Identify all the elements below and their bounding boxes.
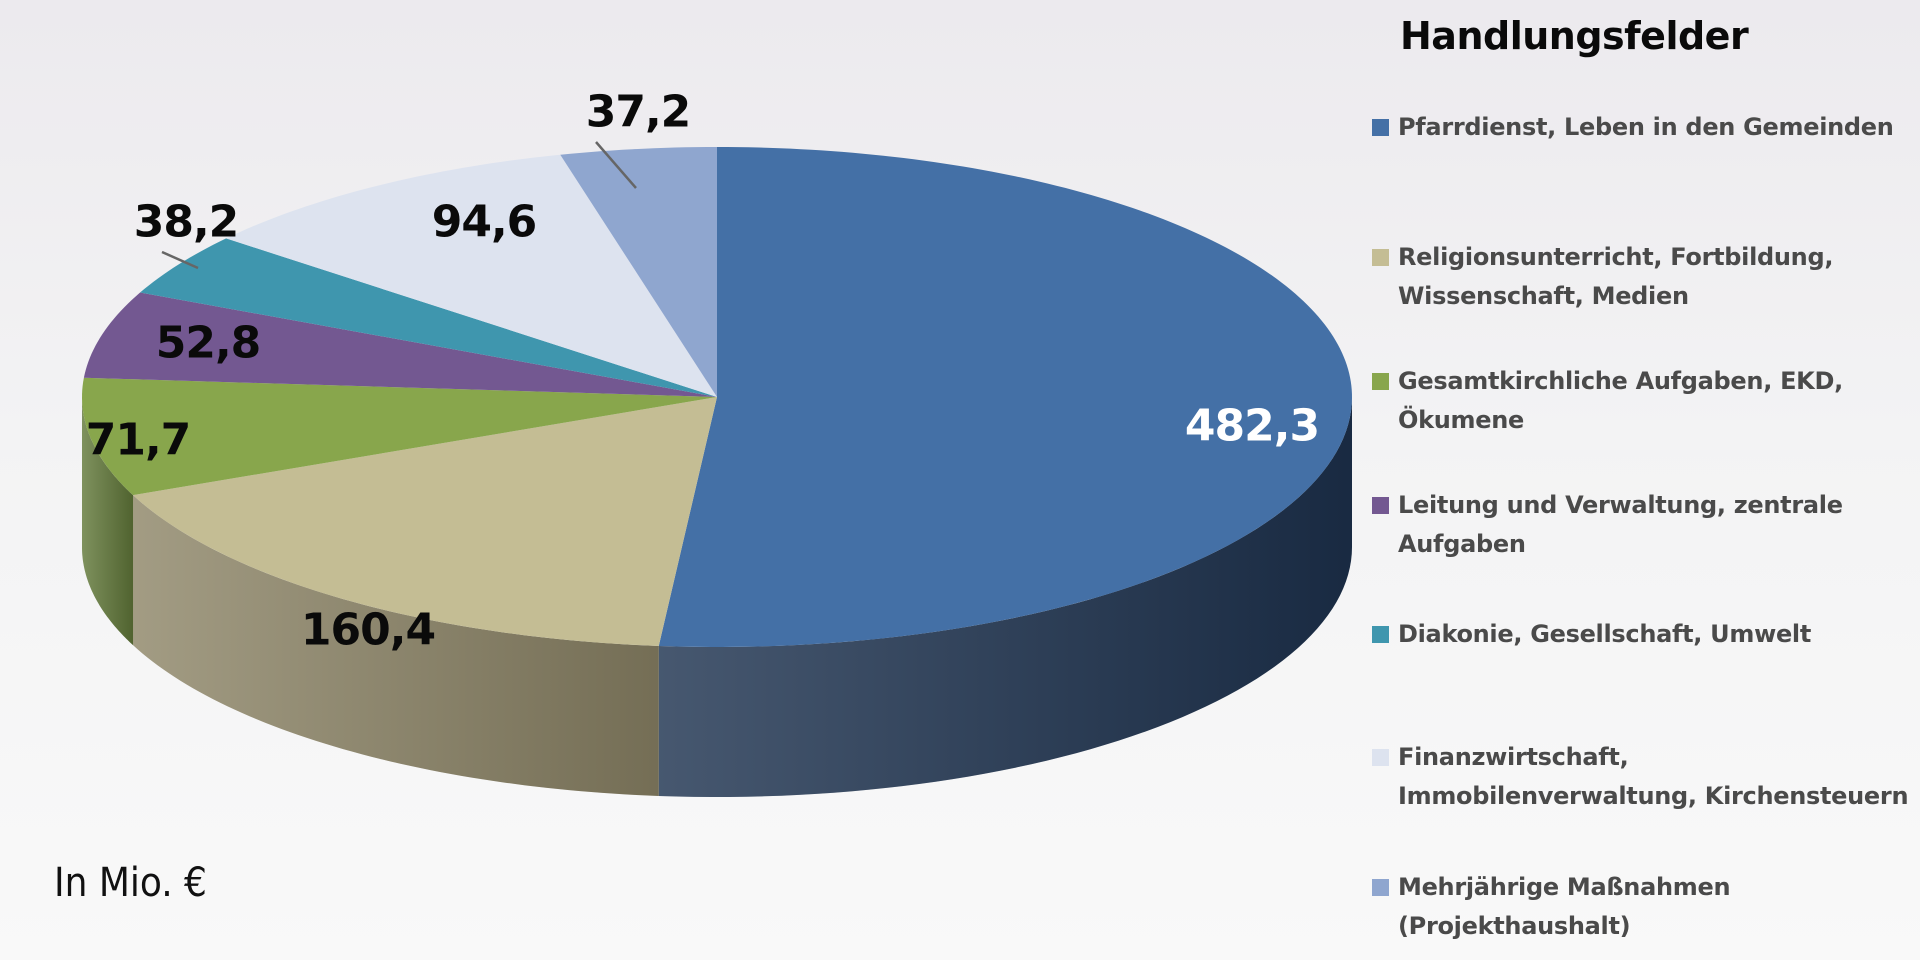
leader-line [595,141,637,189]
leader-line [161,250,199,270]
data-label-1: 482,3 [1184,400,1320,452]
legend-label-line: Diakonie, Gesellschaft, Umwelt [1398,620,1812,648]
pie-side-2 [133,495,659,796]
pie-side-1 [658,397,1352,797]
legend-item-3: Gesamtkirchliche Aufgaben, EKD, Ökumene [1372,362,1843,440]
pie-slices [82,147,1352,647]
pie-slice-3[interactable] [82,377,717,496]
legend-swatch-icon [1372,119,1389,136]
legend-label: Pfarrdienst, Leben in den Gemeinden [1398,108,1894,147]
legend-label-line: Immobilenverwaltung, Kirchensteuern [1398,782,1909,810]
legend-label: Mehrjährige Maßnahmen (Projekthaushalt) [1398,868,1731,946]
data-label-3: 71,7 [85,414,192,466]
legend-label-line: Pfarrdienst, Leben in den Gemeinden [1398,113,1894,141]
pie-side-3 [82,397,134,646]
data-label-6: 94,6 [431,196,538,248]
legend-swatch-icon [1372,249,1389,266]
legend-swatch-icon [1372,626,1389,643]
legend-label-line: Mehrjährige Maßnahmen [1398,873,1731,901]
pie-slice-2[interactable] [133,397,718,646]
leader-lines [161,141,637,270]
legend-swatch-icon [1372,497,1389,514]
legend-label-line: Aufgaben [1398,530,1526,558]
pie-slice-5[interactable] [140,238,718,397]
legend-item-1: Pfarrdienst, Leben in den Gemeinden [1372,108,1894,147]
legend-label-line: Finanzwirtschaft, [1398,743,1629,771]
data-label-5: 38,2 [133,196,240,248]
legend-swatch-icon [1372,879,1389,896]
pie-slice-6[interactable] [226,154,717,397]
legend-label-line: (Projekthaushalt) [1398,912,1631,940]
pie-slice-1[interactable] [658,147,1352,647]
legend-label: Leitung und Verwaltung, zentrale Aufgaben [1398,486,1843,564]
pie-slice-7[interactable] [560,147,717,397]
pie-side-walls [82,397,1352,797]
legend-item-7: Mehrjährige Maßnahmen (Projekthaushalt) [1372,868,1731,946]
data-label-4: 52,8 [155,317,262,369]
legend-swatch-icon [1372,373,1389,390]
legend-item-6: Finanzwirtschaft, Immobilenverwaltung, Ki… [1372,738,1909,816]
data-label-2: 160,4 [300,604,436,656]
legend-label: Finanzwirtschaft, Immobilenverwaltung, Ki… [1398,738,1909,816]
legend-label-line: Wissenschaft, Medien [1398,282,1689,310]
legend-label: Gesamtkirchliche Aufgaben, EKD, Ökumene [1398,362,1843,440]
legend-swatch-icon [1372,749,1389,766]
legend-label-line: Ökumene [1398,406,1524,434]
legend-item-4: Leitung und Verwaltung, zentrale Aufgaben [1372,486,1843,564]
unit-note: In Mio. € [54,860,207,906]
data-label-7: 37,2 [585,86,692,138]
legend-item-5: Diakonie, Gesellschaft, Umwelt [1372,615,1811,654]
legend-title: Handlungsfelder [1400,14,1749,58]
legend-label: Diakonie, Gesellschaft, Umwelt [1398,615,1811,654]
legend-label-line: Gesamtkirchliche Aufgaben, EKD, [1398,367,1843,395]
legend-label-line: Leitung und Verwaltung, zentrale [1398,491,1843,519]
legend-label: Religionsunterricht, Fortbildung, Wissens… [1398,238,1833,316]
legend-label-line: Religionsunterricht, Fortbildung, [1398,243,1834,271]
pie-slice-4[interactable] [83,292,717,397]
legend-item-2: Religionsunterricht, Fortbildung, Wissens… [1372,238,1833,316]
